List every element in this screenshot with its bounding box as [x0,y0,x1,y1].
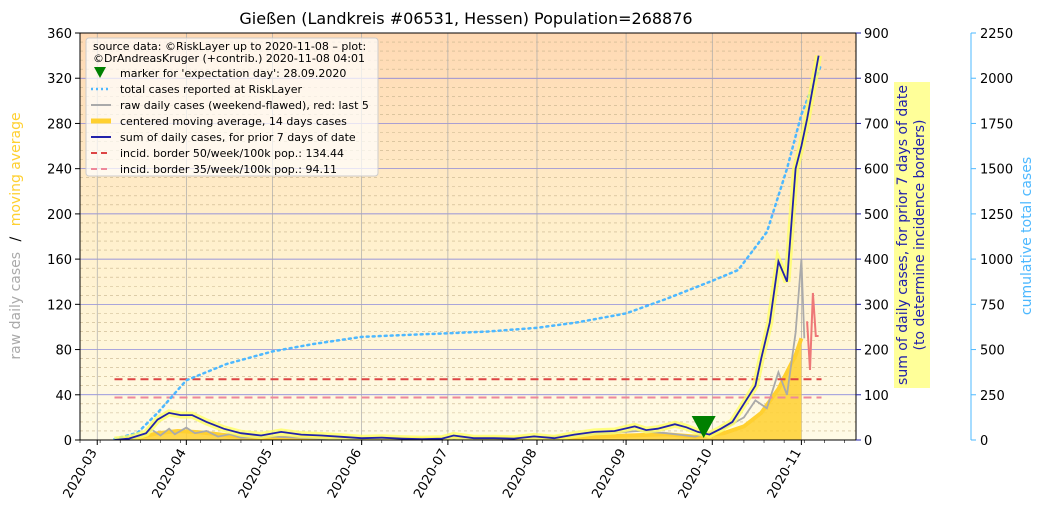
mid-tick-label: 300 [864,298,889,313]
mid-tick-label: 0 [864,434,872,449]
chart-title: Gießen (Landkreis #06531, Hessen) Popula… [239,9,692,28]
mid-tick-label: 200 [864,344,889,359]
mid-axis-label-line2: (to determine incidence borders) [912,120,928,351]
x-tick-label: 2020-05 [236,447,276,502]
left-tick-label: 240 [47,163,72,178]
far-tick-label: 1000 [980,253,1013,268]
series-layer [113,54,823,440]
x-tick-label: 2020-07 [411,447,451,502]
legend-entries: marker for 'expectation day': 28.09.2020… [91,67,369,176]
far-tick-label: 1750 [980,117,1013,132]
plot-frame [79,32,857,441]
legend-entry-label: sum of daily cases, for prior 7 days of … [120,131,356,144]
far-axis-label: cumulative total cases [1019,157,1035,315]
legend-source-line1: source data: ©RiskLayer up to 2020-11-08… [93,40,366,53]
legend-entry-label: marker for 'expectation day': 28.09.2020 [120,67,346,80]
left-tick-label: 40 [55,389,72,404]
legend-entry: incid. border 35/week/100k pop.: 94.11 [91,163,337,176]
series-total-cases [113,62,823,440]
legend-entry-label: centered moving average, 14 days cases [120,115,347,128]
x-tick-label: 2020-03 [61,447,101,502]
left-axis-label: raw daily cases / moving average [8,112,24,359]
series-7day-sum [114,55,820,440]
far-tick-label: 500 [980,344,1005,359]
far-tick-label: 1500 [980,163,1013,178]
mid-tick-label: 100 [864,389,889,404]
far-tick-label: 0 [980,434,988,449]
series-raw-last5 [806,292,819,370]
x-tick-label: 2020-10 [676,447,716,502]
x-tick-label: 2020-09 [589,447,629,502]
legend-entry: marker for 'expectation day': 28.09.2020 [94,67,346,80]
legend-entry: total cases reported at RiskLayer [91,83,303,96]
mid-tick-label: 900 [864,27,889,42]
x-tick-label: 2020-11 [765,447,805,502]
left-axis-label-sep: / [8,236,24,241]
mid-axis-label-line1: sum of daily cases, for prior 7 days of … [895,85,911,385]
far-tick-label: 1250 [980,208,1013,223]
far-axis-label-text: cumulative total cases [1019,157,1035,315]
mid-tick-label: 500 [864,208,889,223]
far-tick-label: 250 [980,389,1005,404]
mid-tick-label: 600 [864,163,889,178]
left-tick-label: 360 [47,27,72,42]
legend: source data: ©RiskLayer up to 2020-11-08… [85,37,379,177]
mid-axis-label-box [894,82,930,388]
x-tick-label: 2020-04 [150,447,190,502]
legend-entry-label: incid. border 50/week/100k pop.: 134.44 [120,147,344,160]
legend-entry: centered moving average, 14 days cases [91,115,347,128]
left-tick-label: 80 [55,344,72,359]
far-tick-label: 2250 [980,27,1013,42]
left-tick-label: 320 [47,72,72,87]
legend-entry-label: total cases reported at RiskLayer [120,83,303,96]
legend-entry: incid. border 50/week/100k pop.: 134.44 [91,147,344,160]
x-tick-label: 2020-06 [325,447,365,502]
legend-entry: raw daily cases (weekend-flawed), red: l… [91,99,369,112]
far-tick-label: 750 [980,298,1005,313]
legend-entry: sum of daily cases, for prior 7 days of … [91,131,356,144]
left-tick-label: 0 [64,434,72,449]
legend-entry-label: incid. border 35/week/100k pop.: 94.11 [120,163,337,176]
legend-source-line2: ©DrAndreasKruger (+contrib.) 2020-11-08 … [93,52,365,65]
legend-box [85,37,379,177]
left-tick-label: 200 [47,208,72,223]
far-tick-label: 2000 [980,72,1013,87]
left-axis-label-avg: moving average [8,112,24,226]
left-tick-label: 160 [47,253,72,268]
left-tick-label: 120 [47,298,72,313]
left-tick-label: 280 [47,117,72,132]
expectation-day-marker [691,416,716,438]
x-tick-label: 2020-08 [500,447,540,502]
svg-text:raw daily cases /: raw daily cases / moving average [8,112,24,359]
mid-tick-label: 700 [864,117,889,132]
mid-tick-label: 800 [864,72,889,87]
legend-marker-icon [94,67,106,78]
mid-axis-label: sum of daily cases, for prior 7 days of … [895,85,928,385]
legend-entry-label: raw daily cases (weekend-flawed), red: l… [120,99,369,112]
left-axis-label-raw: raw daily cases [8,252,24,360]
mid-tick-label: 400 [864,253,889,268]
